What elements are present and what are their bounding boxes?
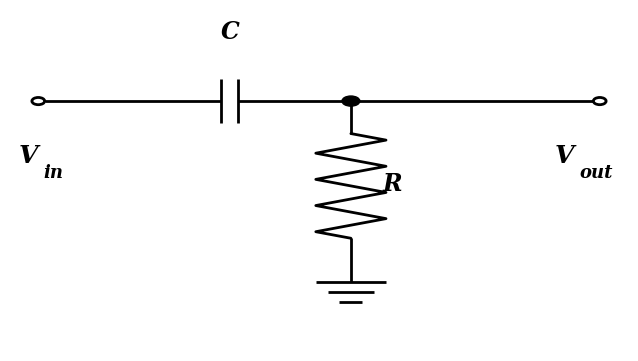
Text: in: in <box>43 164 63 182</box>
Text: R: R <box>383 172 403 196</box>
Text: C: C <box>220 21 239 44</box>
Text: V: V <box>555 144 574 168</box>
Text: V: V <box>19 144 38 168</box>
Text: out: out <box>579 164 613 182</box>
Circle shape <box>342 96 360 106</box>
